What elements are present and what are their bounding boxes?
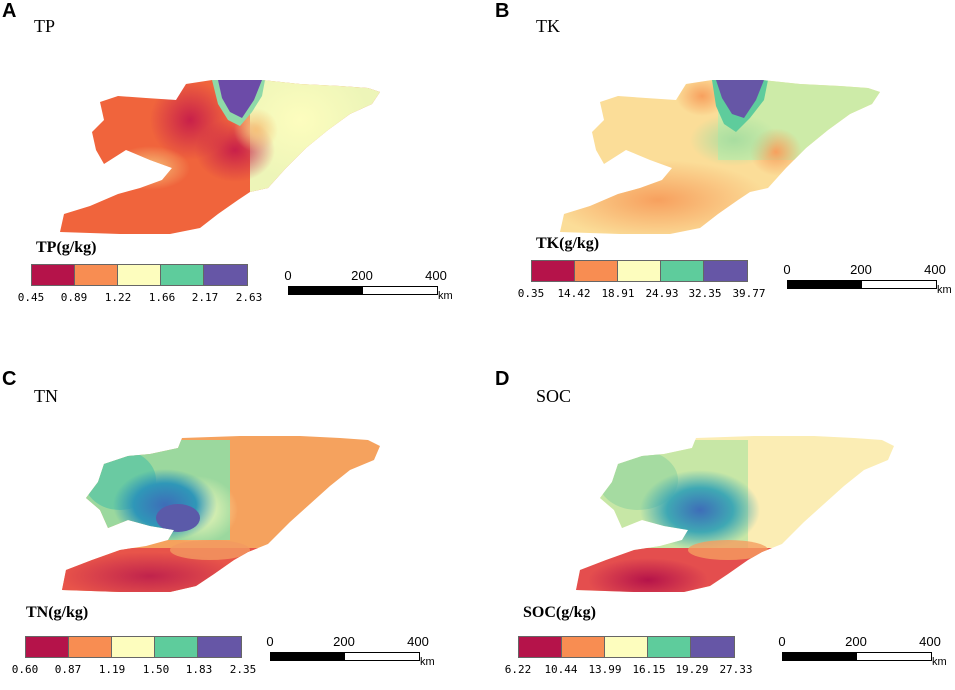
scale-unit: km bbox=[932, 656, 947, 668]
soc-map bbox=[576, 436, 894, 592]
legend-tick: 32.35 bbox=[688, 287, 722, 300]
panel-letter: C bbox=[2, 368, 17, 390]
legend-swatch-5 bbox=[704, 261, 747, 281]
legend-swatch-4 bbox=[648, 637, 691, 657]
legend-swatch-5 bbox=[198, 637, 241, 657]
legend-tick: 1.66 bbox=[148, 291, 176, 304]
legend-swatch-4 bbox=[155, 637, 198, 657]
legend-title: TN(g/kg) bbox=[26, 604, 89, 621]
legend-tick: 0.35 bbox=[517, 287, 545, 300]
legend-title: TK(g/kg) bbox=[536, 235, 600, 252]
scale-unit: km bbox=[420, 656, 435, 668]
scale-tick: 400 bbox=[425, 268, 447, 283]
legend-tick: 2.63 bbox=[235, 291, 263, 304]
legend-ticks: 0.45 0.89 1.22 1.66 2.17 2.63 bbox=[18, 291, 263, 305]
legend-tick: 10.44 bbox=[544, 663, 578, 676]
panel-soc: D SOC SOC(g/kg) bbox=[488, 360, 955, 690]
scale-bar-graphic bbox=[782, 652, 932, 661]
panel-letter: B bbox=[495, 0, 510, 22]
legend-ticks: 0.35 14.42 18.91 24.93 32.35 39.77 bbox=[518, 287, 766, 301]
legend-bar bbox=[25, 636, 242, 658]
legend-swatch-1 bbox=[26, 637, 69, 657]
panel-tn: C TN bbox=[0, 360, 470, 690]
scale-bar: 0 200 400 km bbox=[266, 634, 434, 668]
legend-tick: 24.93 bbox=[645, 287, 679, 300]
scale-tick: 200 bbox=[351, 268, 373, 283]
scale-tick: 400 bbox=[407, 634, 429, 649]
legend-tick: 0.60 bbox=[11, 663, 39, 676]
legend-tick: 0.45 bbox=[17, 291, 45, 304]
legend-tick: 1.19 bbox=[98, 663, 126, 676]
legend-swatch-3 bbox=[112, 637, 155, 657]
panel-title: TK bbox=[536, 16, 560, 36]
legend-swatch-5 bbox=[691, 637, 734, 657]
tp-map bbox=[60, 80, 380, 234]
legend-tick: 2.17 bbox=[191, 291, 219, 304]
scale-tick: 400 bbox=[919, 634, 941, 649]
panel-letter: A bbox=[2, 0, 17, 22]
scale-bar: 0 200 400 km bbox=[783, 262, 951, 296]
legend-tick: 13.99 bbox=[588, 663, 622, 676]
panel-title: SOC bbox=[536, 386, 572, 406]
legend-tick: 19.29 bbox=[675, 663, 709, 676]
scale-bar-graphic bbox=[787, 280, 937, 289]
panel-tp: A TP bbox=[0, 0, 470, 330]
scale-tick: 0 bbox=[266, 634, 274, 649]
tn-map bbox=[62, 436, 380, 592]
legend-tick: 6.22 bbox=[504, 663, 532, 676]
legend-swatch-5 bbox=[204, 265, 247, 285]
scale-tick: 0 bbox=[284, 268, 292, 283]
tk-map bbox=[560, 80, 880, 234]
legend-swatch-1 bbox=[532, 261, 575, 281]
panel-letter: D bbox=[495, 368, 510, 390]
legend-swatch-2 bbox=[575, 261, 618, 281]
legend-tick: 39.77 bbox=[732, 287, 766, 300]
legend-swatch-4 bbox=[161, 265, 204, 285]
scale-tick: 200 bbox=[333, 634, 355, 649]
scale-bar: 0 200 400 km bbox=[284, 268, 452, 302]
scale-unit: km bbox=[937, 284, 952, 296]
scale-tick: 0 bbox=[783, 262, 791, 277]
legend-tick: 27.33 bbox=[719, 663, 753, 676]
legend-tick: 1.83 bbox=[185, 663, 213, 676]
legend-title: TP(g/kg) bbox=[36, 239, 97, 256]
legend-tick: 1.50 bbox=[142, 663, 170, 676]
legend-swatch-1 bbox=[519, 637, 562, 657]
panel-title: TP bbox=[34, 16, 56, 36]
legend-bar bbox=[531, 260, 748, 282]
scale-tick: 400 bbox=[924, 262, 946, 277]
panel-tk: B TK TK(g/kg) bbox=[488, 0, 955, 330]
scale-bar-graphic bbox=[288, 286, 438, 295]
legend-swatch-3 bbox=[118, 265, 161, 285]
legend-swatch-2 bbox=[562, 637, 605, 657]
legend-tick: 1.22 bbox=[104, 291, 132, 304]
legend-tick: 16.15 bbox=[632, 663, 666, 676]
legend-title: SOC(g/kg) bbox=[523, 604, 596, 621]
legend-swatch-4 bbox=[661, 261, 704, 281]
scale-tick: 200 bbox=[850, 262, 872, 277]
legend-tick: 18.91 bbox=[601, 287, 635, 300]
scale-tick: 200 bbox=[845, 634, 867, 649]
legend-swatch-2 bbox=[75, 265, 118, 285]
legend-tick: 2.35 bbox=[229, 663, 257, 676]
scale-unit: km bbox=[438, 290, 453, 302]
scale-bar-graphic bbox=[270, 652, 420, 661]
legend-bar bbox=[31, 264, 248, 286]
legend-ticks: 0.60 0.87 1.19 1.50 1.83 2.35 bbox=[12, 663, 257, 677]
scale-tick: 0 bbox=[778, 634, 786, 649]
legend-tick: 0.87 bbox=[54, 663, 82, 676]
legend-tick: 14.42 bbox=[557, 287, 591, 300]
scale-bar: 0 200 400 km bbox=[778, 634, 946, 668]
legend-swatch-3 bbox=[605, 637, 648, 657]
legend-tick: 0.89 bbox=[60, 291, 88, 304]
legend-swatch-1 bbox=[32, 265, 75, 285]
legend-ticks: 6.22 10.44 13.99 16.15 19.29 27.33 bbox=[505, 663, 753, 677]
legend-swatch-2 bbox=[69, 637, 112, 657]
legend-swatch-3 bbox=[618, 261, 661, 281]
legend-bar bbox=[518, 636, 735, 658]
panel-title: TN bbox=[34, 386, 58, 406]
